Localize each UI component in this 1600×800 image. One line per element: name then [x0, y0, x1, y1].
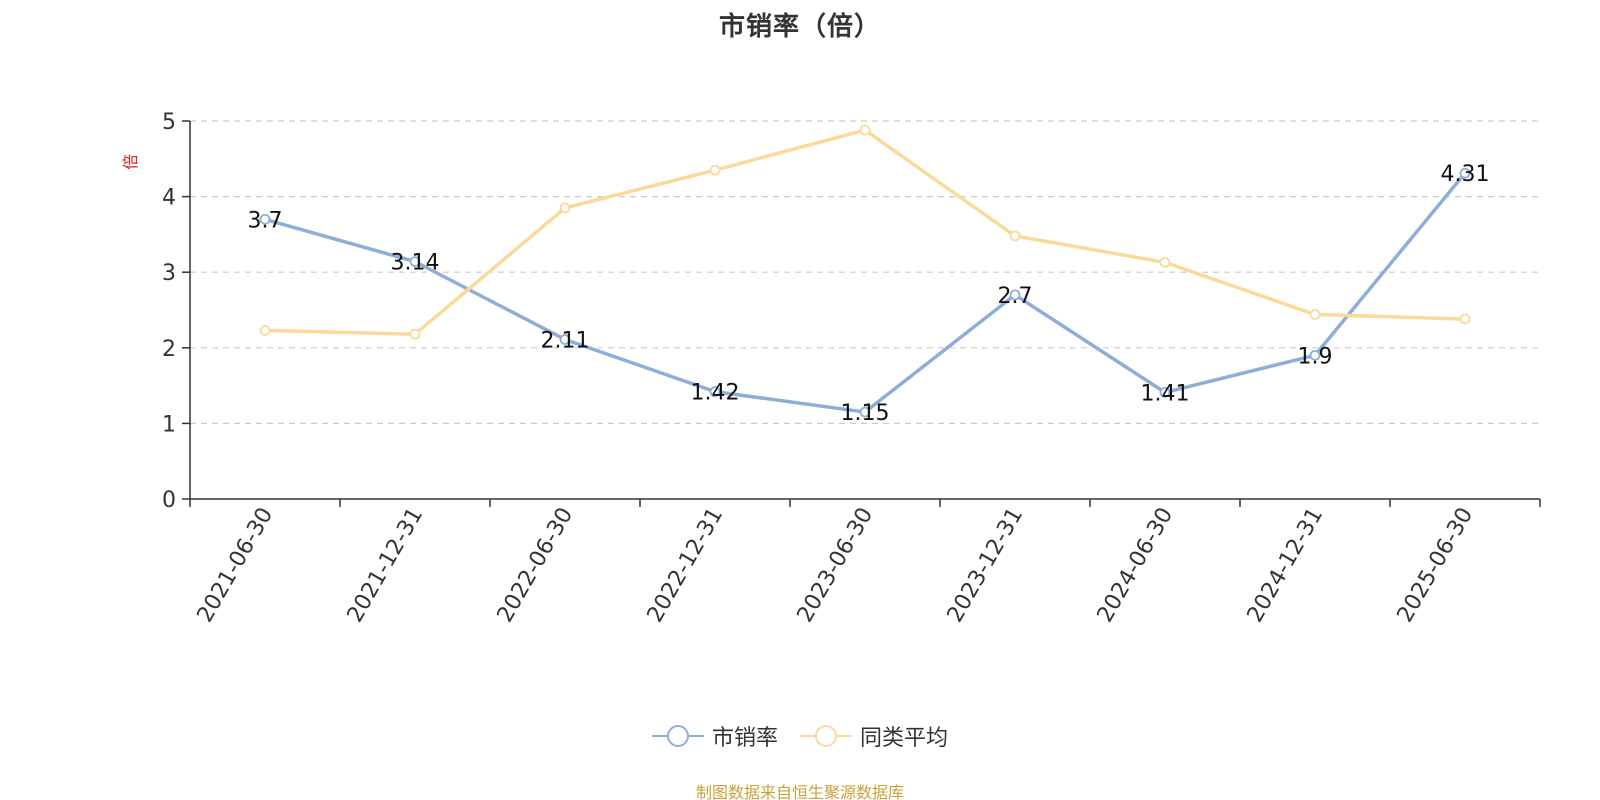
series-2-point-2: [559, 202, 571, 214]
series-1-point-6: [1159, 387, 1171, 398]
legend-item-series-1[interactable]: 市销率: [651, 720, 778, 752]
series-2-point-6: [1159, 256, 1171, 268]
series-1-point-3: [709, 386, 721, 398]
legend: 市销率 同类平均: [0, 720, 1600, 752]
x-tick-label-6: 2024-06-30: [1093, 504, 1179, 627]
x-tick-label-2: 2022-06-30: [493, 504, 579, 627]
series-1-point-4: [859, 406, 871, 418]
series-2-point-0: [259, 325, 271, 336]
legend-label-series-1: 市销率: [711, 726, 778, 751]
chart-title: 市销率（倍）: [718, 12, 881, 42]
series-2-point-4: [859, 124, 871, 136]
series-1-data-label-8: 4.31: [1441, 162, 1490, 187]
x-tick-label-5: 2023-12-31: [943, 504, 1029, 627]
grid-lines: [190, 120, 1540, 424]
series-1-data-label-5: 2.7: [998, 284, 1033, 309]
series-2-point-1: [409, 328, 421, 340]
series-1-data-label-0: 3.7: [248, 208, 283, 233]
series-1-data-label-6: 1.41: [1141, 381, 1190, 406]
series-1-point-1: [409, 256, 421, 268]
series-2-point-3: [709, 164, 721, 176]
y-tick-label-0: 0: [162, 488, 176, 513]
legend-label-series-2: 同类平均: [860, 726, 949, 751]
y-tick-label-4: 4: [162, 186, 176, 211]
y-tick-label-5: 5: [162, 110, 176, 135]
x-tick-label-1: 2021-12-31: [343, 504, 429, 627]
series-1-point-8: [1459, 167, 1471, 179]
series-1-point-0: [259, 213, 271, 225]
series-1-point-2: [559, 334, 571, 345]
legend-item-series-2[interactable]: 同类平均: [800, 720, 948, 752]
y-tick-label-1: 1: [162, 412, 176, 437]
series-2-point-8: [1459, 313, 1471, 325]
x-tick-label-4: 2023-06-30: [793, 504, 879, 627]
series-1-data-label-7: 1.9: [1298, 344, 1333, 369]
data-labels: 3.7 3.14 2.11 1.42 1.15 2.7 1.41 1.9 4.31: [248, 162, 1490, 426]
y-tick-label-3: 3: [162, 261, 176, 286]
series-2-point-5: [1009, 230, 1021, 242]
series-line-1: [264, 172, 1467, 414]
legend-marker-series-1: [651, 725, 704, 747]
x-tick-label-0: 2021-06-30: [193, 504, 279, 627]
x-tick-label-8: 2025-06-30: [1393, 504, 1479, 627]
legend-marker-series-2: [800, 725, 852, 747]
x-tick-label-3: 2022-12-31: [643, 504, 729, 627]
series-1-data-label-3: 1.42: [691, 381, 740, 406]
x-tick-label-7: 2024-12-31: [1243, 504, 1329, 627]
series-1-point-7: [1309, 349, 1321, 361]
y-axis-label: 倍: [121, 154, 140, 170]
series-2-point-7: [1309, 309, 1321, 320]
data-source-note: 制图数据来自恒生聚源数据库: [695, 783, 904, 800]
series-1-data-label-1: 3.14: [391, 251, 440, 276]
y-tick-label-2: 2: [162, 337, 176, 362]
series-1-point-5: [1009, 289, 1021, 301]
series-lines: [259, 124, 1471, 418]
series-1-data-label-4: 1.15: [841, 401, 890, 426]
series-line-2: [264, 128, 1466, 336]
series-1-data-label-2: 2.11: [541, 328, 590, 353]
